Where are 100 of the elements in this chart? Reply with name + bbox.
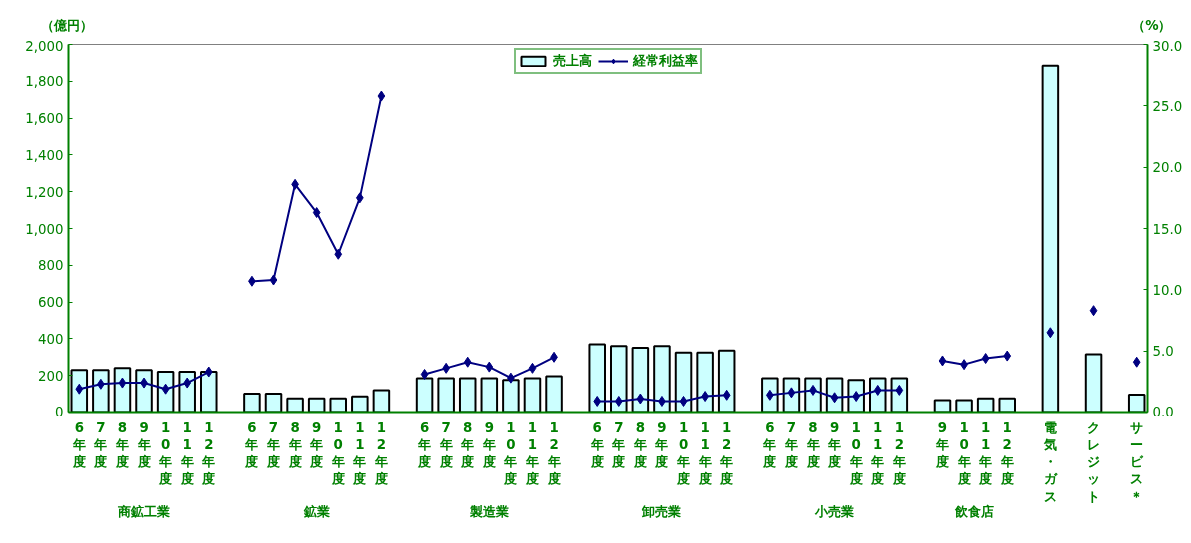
y-tick-label: 800 bbox=[38, 258, 64, 274]
bar bbox=[955, 399, 973, 413]
bar bbox=[458, 377, 477, 413]
x-tick-label: 12年度 bbox=[546, 419, 561, 487]
point bbox=[312, 207, 321, 219]
bar bbox=[674, 351, 693, 413]
bar bbox=[976, 397, 995, 413]
x-tick-label: 11年度 bbox=[978, 419, 993, 487]
point bbox=[377, 90, 386, 102]
x-tick-label: 11年度 bbox=[870, 419, 885, 487]
x-tick-label: 9年度 bbox=[136, 419, 151, 470]
x-tick-label: 10年度 bbox=[330, 419, 345, 487]
text: 製造業 bbox=[468, 504, 509, 520]
point bbox=[679, 395, 688, 407]
y-tick-label: 1,200 bbox=[25, 184, 64, 200]
x-tick-label: 7年度 bbox=[93, 419, 108, 470]
point bbox=[420, 368, 429, 380]
x-tick-label: 7年度 bbox=[783, 419, 798, 470]
bar bbox=[523, 377, 542, 413]
y-tick-label: 1,400 bbox=[25, 147, 64, 163]
x-tick-label: 9年度 bbox=[654, 419, 669, 470]
y-tick-label: 1,800 bbox=[25, 74, 64, 90]
bar bbox=[286, 397, 304, 413]
y2-tick-label: 0.0 bbox=[1152, 404, 1174, 420]
y-tick-label: 200 bbox=[38, 368, 64, 384]
bar bbox=[545, 375, 563, 413]
point bbox=[1132, 356, 1141, 368]
point bbox=[269, 274, 278, 286]
x-tick-label: 8年度 bbox=[632, 419, 647, 470]
point bbox=[183, 377, 192, 389]
x-tick-label: 11年度 bbox=[179, 419, 194, 487]
x-tick-label: 10年度 bbox=[956, 419, 971, 487]
y-tick-label: 400 bbox=[38, 331, 64, 347]
x-tick-label: 12年度 bbox=[891, 419, 906, 487]
point bbox=[485, 361, 494, 373]
x-tick-label: 7年度 bbox=[611, 419, 626, 470]
x-tick-label: 8年度 bbox=[287, 419, 302, 470]
x-tick-label: 11年度 bbox=[524, 419, 539, 487]
bar bbox=[610, 345, 628, 413]
x-tick-label: 12年度 bbox=[373, 419, 388, 487]
y-tick-label: 600 bbox=[38, 295, 64, 311]
bar bbox=[351, 395, 369, 413]
text: 商鉱工業 bbox=[117, 504, 171, 520]
x-tick-label: 8年度 bbox=[114, 419, 129, 470]
bar bbox=[653, 345, 671, 413]
y2-tick-label: 20.0 bbox=[1152, 160, 1183, 176]
y2-tick-label: 15.0 bbox=[1152, 221, 1183, 237]
x-tick-label: 6年度 bbox=[589, 419, 604, 470]
x-tick-label: 9年度 bbox=[481, 419, 496, 470]
point bbox=[528, 362, 537, 374]
bar bbox=[1084, 353, 1103, 413]
point bbox=[636, 393, 645, 405]
point bbox=[938, 355, 947, 367]
x-tick-label: 8年度 bbox=[805, 419, 820, 470]
x-tick-label: 11年度 bbox=[697, 419, 712, 487]
bar bbox=[998, 397, 1016, 413]
bar bbox=[502, 379, 520, 413]
bar bbox=[1127, 394, 1146, 413]
point bbox=[1003, 350, 1012, 362]
x-tick-label: 12年度 bbox=[201, 419, 216, 487]
bar bbox=[480, 377, 499, 413]
x-tick-label: 6年度 bbox=[417, 419, 432, 470]
point bbox=[1089, 305, 1098, 317]
bar bbox=[437, 377, 455, 413]
y2-tick-label: 25.0 bbox=[1152, 98, 1183, 114]
x-tick-label: 6年度 bbox=[71, 419, 86, 470]
y-axis-title: （億円） bbox=[40, 17, 93, 33]
point bbox=[722, 389, 731, 401]
y2-axis-title: （%） bbox=[1132, 17, 1172, 33]
x-tick-label: 10年度 bbox=[676, 419, 691, 487]
y-tick-label: 1,600 bbox=[25, 111, 64, 127]
x-tick-label: 6年度 bbox=[244, 419, 259, 470]
bar bbox=[372, 389, 391, 413]
point bbox=[463, 356, 472, 368]
point bbox=[118, 377, 127, 389]
bar bbox=[200, 371, 218, 413]
y2-tick-label: 5.0 bbox=[1152, 344, 1174, 360]
bar bbox=[415, 377, 434, 413]
x-tick-label: 電気・ガス bbox=[1042, 419, 1058, 504]
y-tick-label: 1,000 bbox=[25, 221, 64, 237]
y2-tick-label: 10.0 bbox=[1152, 282, 1183, 298]
y2-tick-label: 30.0 bbox=[1152, 38, 1183, 54]
text: 小売業 bbox=[814, 504, 855, 520]
bar bbox=[329, 397, 348, 413]
point bbox=[593, 395, 602, 407]
text: 卸売業 bbox=[641, 504, 682, 520]
text: 鉱業 bbox=[302, 504, 330, 520]
bar bbox=[631, 347, 650, 413]
legend-label: 経常利益率 bbox=[632, 52, 698, 70]
x-tick-label: 10年度 bbox=[848, 419, 863, 487]
x-tick-label: 6年度 bbox=[762, 419, 777, 470]
text: 飲食店 bbox=[954, 504, 995, 520]
x-tick-label: クレジット bbox=[1087, 419, 1101, 504]
bar bbox=[717, 349, 736, 413]
point bbox=[1046, 327, 1055, 339]
x-tick-label: サービス＊ bbox=[1130, 419, 1145, 504]
bar bbox=[696, 351, 714, 413]
point bbox=[981, 353, 990, 365]
point bbox=[334, 248, 343, 260]
bar bbox=[307, 397, 326, 413]
